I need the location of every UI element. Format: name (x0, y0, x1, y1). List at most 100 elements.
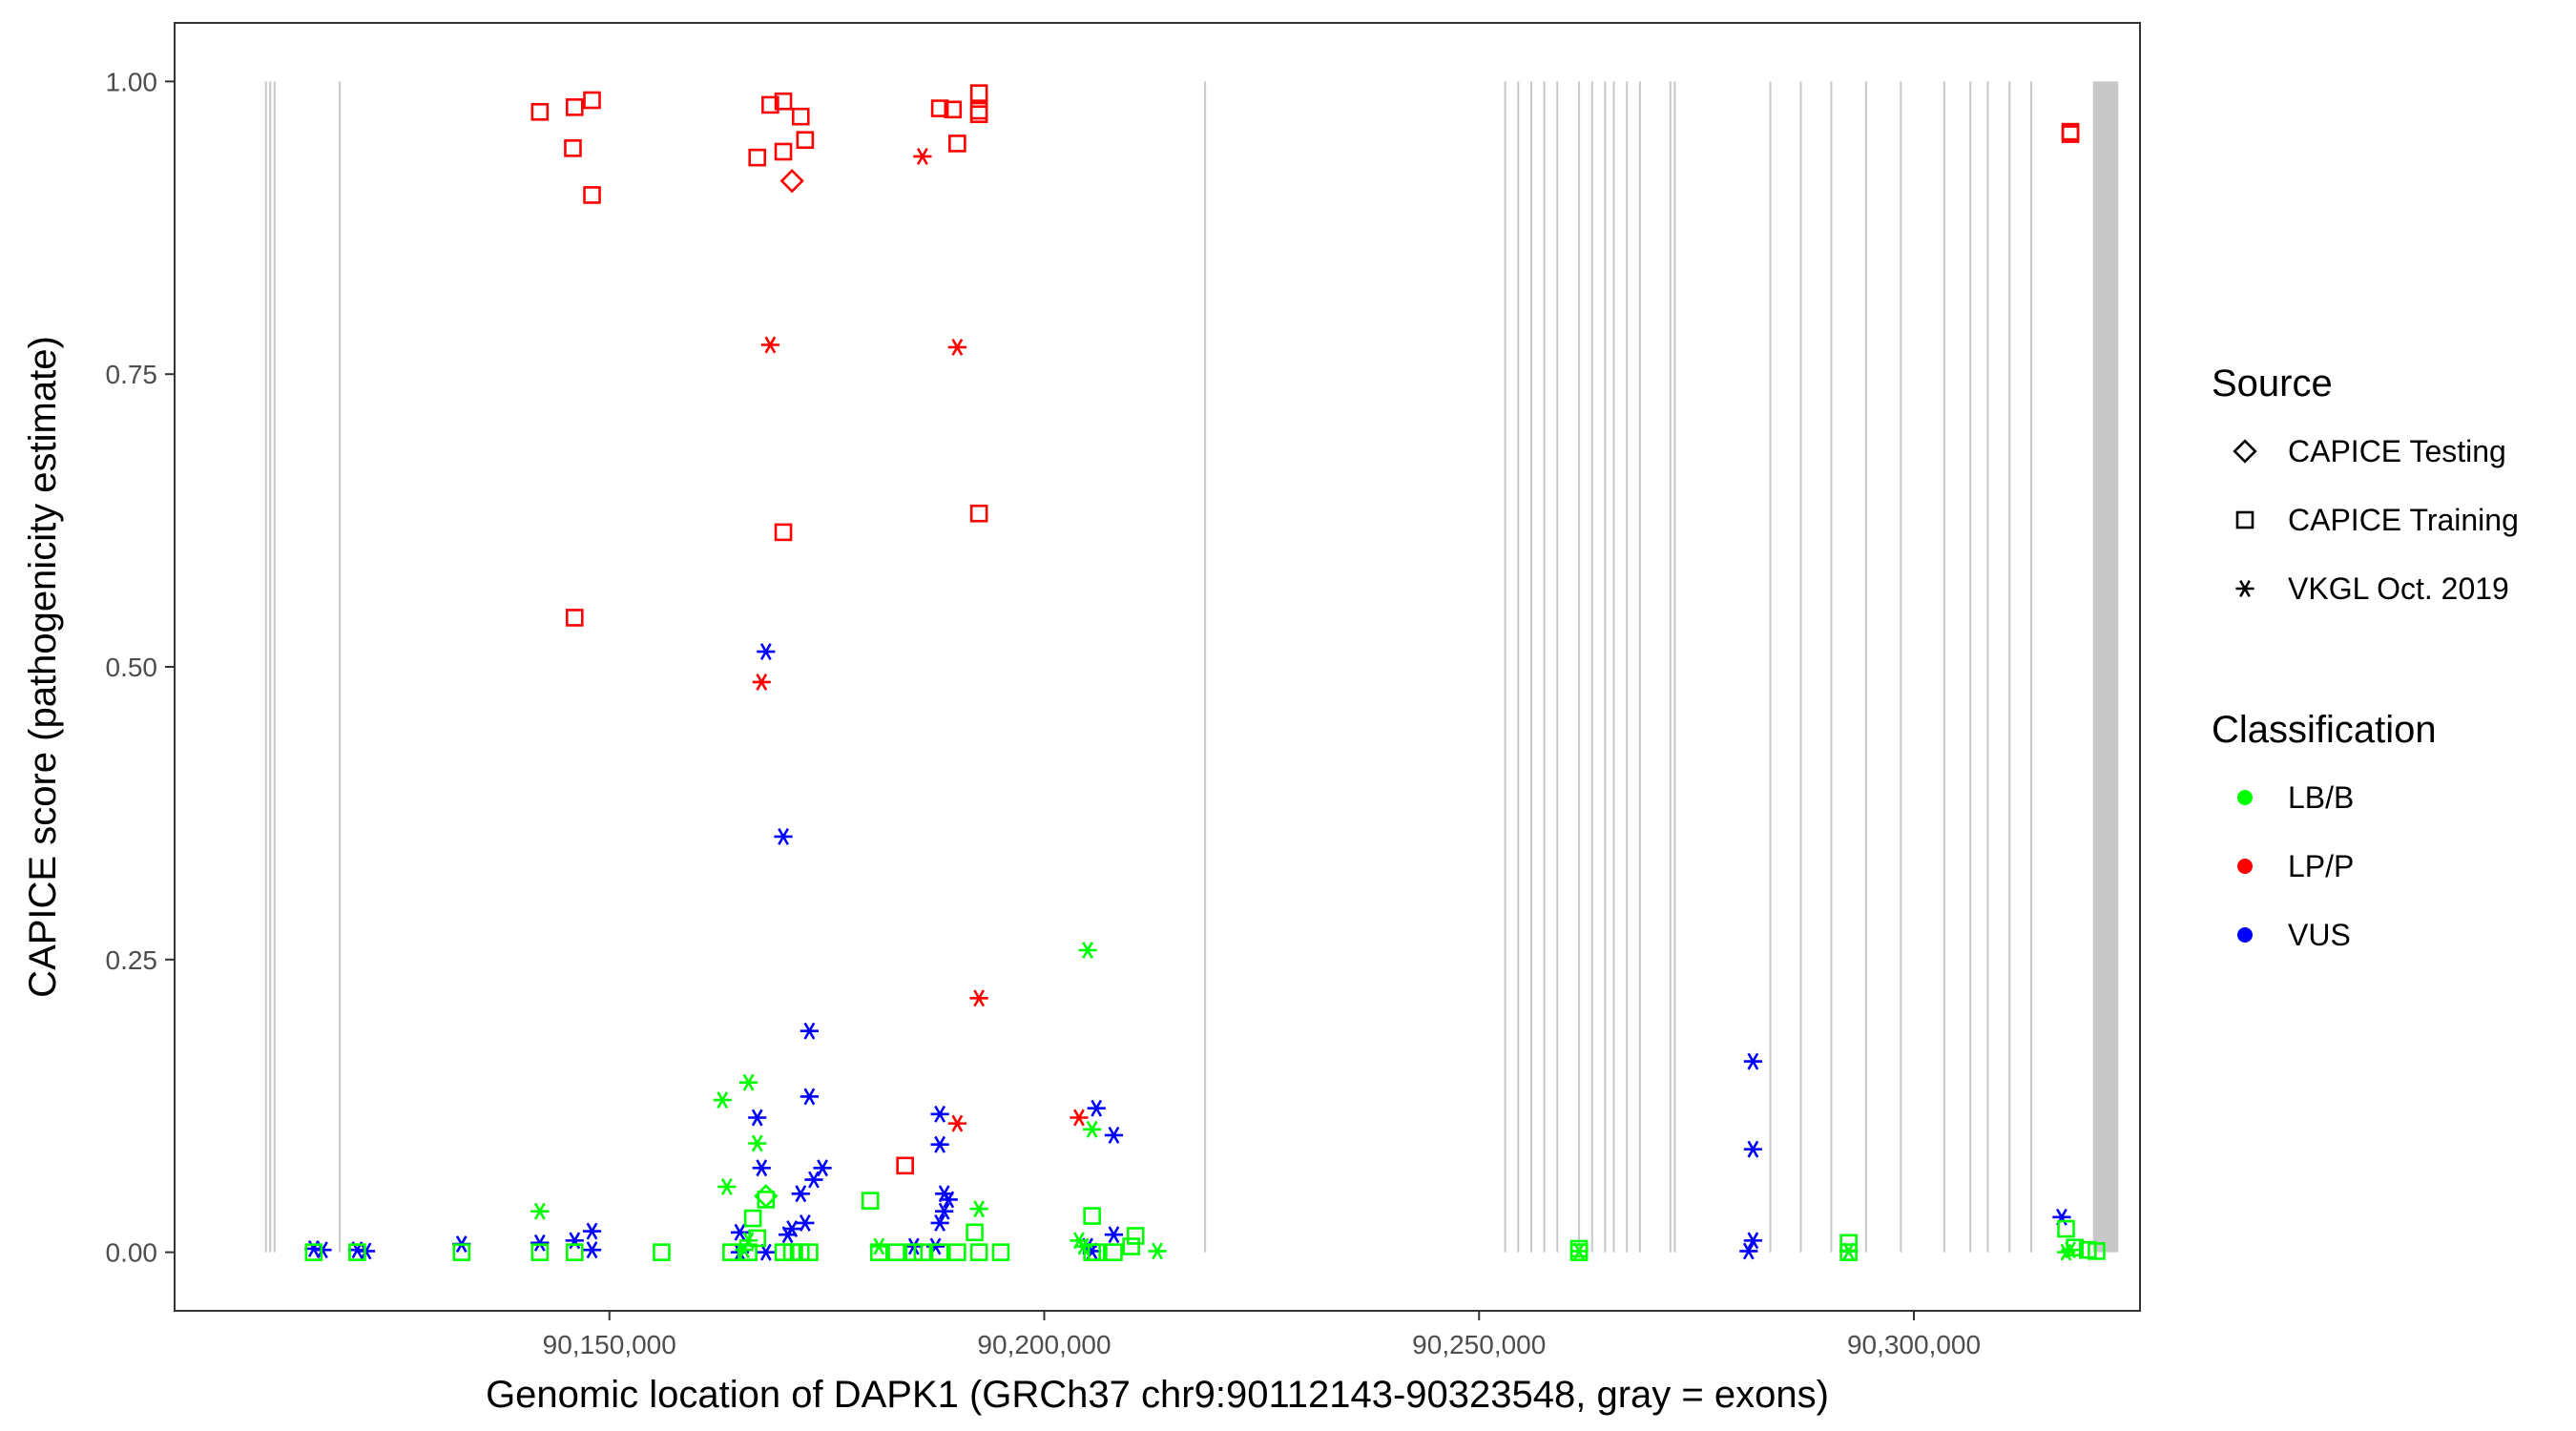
data-point (653, 1243, 671, 1261)
data-point (969, 84, 988, 102)
x-tick-label: 90,200,000 (977, 1330, 1111, 1359)
data-point (774, 92, 793, 111)
data-point (930, 1213, 949, 1232)
square-shape-icon (2235, 510, 2254, 529)
data-point (748, 148, 767, 167)
y-tick-label: 0.75 (106, 360, 158, 389)
legend-label-lbb: LB/B (2288, 780, 2354, 815)
data-point (947, 338, 966, 356)
legend-source-title: Source (2212, 363, 2333, 404)
legend-item-capice-training: CAPICE Training (2235, 503, 2519, 537)
data-point (774, 827, 793, 845)
data-point (969, 1243, 988, 1261)
legend: Source CAPICE Testing CAPICE Training VK… (2212, 363, 2519, 952)
data-point (717, 1177, 737, 1195)
data-point (969, 989, 988, 1007)
asterisk-shape-icon (2235, 580, 2254, 597)
data-points (304, 84, 2106, 1261)
legend-label-vus: VUS (2288, 918, 2351, 952)
data-point (582, 1222, 602, 1240)
legend-label-capice-testing: CAPICE Testing (2288, 434, 2506, 468)
data-point (800, 1088, 819, 1106)
y-tick-labels: 0.00 0.25 0.50 0.75 1.00 (106, 67, 158, 1267)
x-tick-labels: 90,150,000 90,200,000 90,250,000 90,300,000 (543, 1330, 1981, 1359)
data-point (757, 643, 776, 661)
vus-color-dot-icon (2237, 927, 2253, 943)
data-point (779, 169, 804, 194)
data-point (1743, 1052, 1762, 1070)
data-point (1739, 1242, 1758, 1260)
data-point (452, 1243, 471, 1261)
series-lb-b-capice-testing (754, 1184, 779, 1209)
y-tick-label: 0.00 (106, 1238, 158, 1268)
exon-lines (264, 81, 2119, 1253)
data-point (582, 1241, 602, 1259)
data-point (939, 1191, 958, 1209)
data-point (752, 1159, 771, 1177)
data-point (583, 186, 601, 204)
data-point (930, 1243, 949, 1261)
data-point (748, 1109, 767, 1127)
data-point (1148, 1242, 1167, 1260)
data-point (565, 98, 584, 116)
data-point (796, 131, 815, 150)
data-point (796, 1213, 815, 1232)
series-lp-p-vkgl (752, 147, 1089, 1132)
x-tick-label: 90,250,000 (1412, 1330, 1546, 1359)
data-point (1070, 1109, 1089, 1127)
data-point (722, 1243, 740, 1261)
data-point (530, 1202, 550, 1220)
data-point (935, 1202, 954, 1220)
lpp-color-dot-icon (2237, 859, 2253, 874)
data-point (800, 1022, 819, 1040)
legend-label-lpp: LP/P (2288, 849, 2354, 883)
legend-item-capice-testing: CAPICE Testing (2233, 434, 2506, 468)
data-point (948, 135, 966, 153)
x-axis-title: Genomic location of DAPK1 (GRCh37 chr9:9… (486, 1374, 1829, 1416)
exon-block (2092, 81, 2119, 1253)
data-point (969, 105, 988, 124)
data-point (738, 1073, 758, 1091)
data-point (1083, 1120, 1102, 1138)
data-point (1839, 1243, 1858, 1261)
legend-label-capice-training: CAPICE Training (2288, 503, 2519, 537)
data-point (969, 504, 988, 523)
data-point (565, 609, 584, 627)
data-point (2088, 1242, 2106, 1260)
data-point (530, 1243, 550, 1261)
data-point (743, 1209, 762, 1228)
data-point (2061, 125, 2080, 143)
legend-label-vkgl: VKGL Oct. 2019 (2288, 571, 2509, 606)
data-point (930, 1105, 949, 1123)
data-point (913, 147, 932, 165)
data-point (944, 100, 963, 119)
legend-item-lbb: LB/B (2237, 780, 2354, 815)
data-point (948, 1243, 966, 1261)
y-tick-label: 1.00 (106, 67, 158, 96)
lbb-color-dot-icon (2237, 790, 2253, 805)
data-point (1105, 1243, 1123, 1261)
data-point (1083, 1207, 1101, 1225)
legend-item-lpp: LP/P (2237, 849, 2354, 883)
data-point (791, 107, 810, 126)
data-point (779, 1226, 798, 1244)
data-point (565, 1243, 584, 1261)
data-point (800, 1243, 819, 1261)
x-tick-label: 90,300,000 (1847, 1330, 1981, 1359)
data-point (748, 1229, 767, 1248)
data-point (947, 1114, 966, 1132)
legend-classification-title: Classification (2212, 709, 2437, 751)
legend-item-vus: VUS (2237, 918, 2351, 952)
data-point (774, 142, 793, 161)
series-lb-b-vkgl (530, 942, 2080, 1261)
data-point (530, 102, 550, 121)
data-point (887, 1243, 905, 1261)
y-tick-label: 0.25 (106, 945, 158, 975)
data-point (870, 1243, 888, 1261)
diamond-shape-icon (2233, 439, 2257, 464)
data-point (1078, 942, 1097, 959)
x-tick-label: 90,150,000 (543, 1330, 676, 1359)
series-lp-p-capice-training (530, 84, 2080, 1175)
data-point (1087, 1243, 1106, 1261)
data-point (813, 1159, 832, 1177)
